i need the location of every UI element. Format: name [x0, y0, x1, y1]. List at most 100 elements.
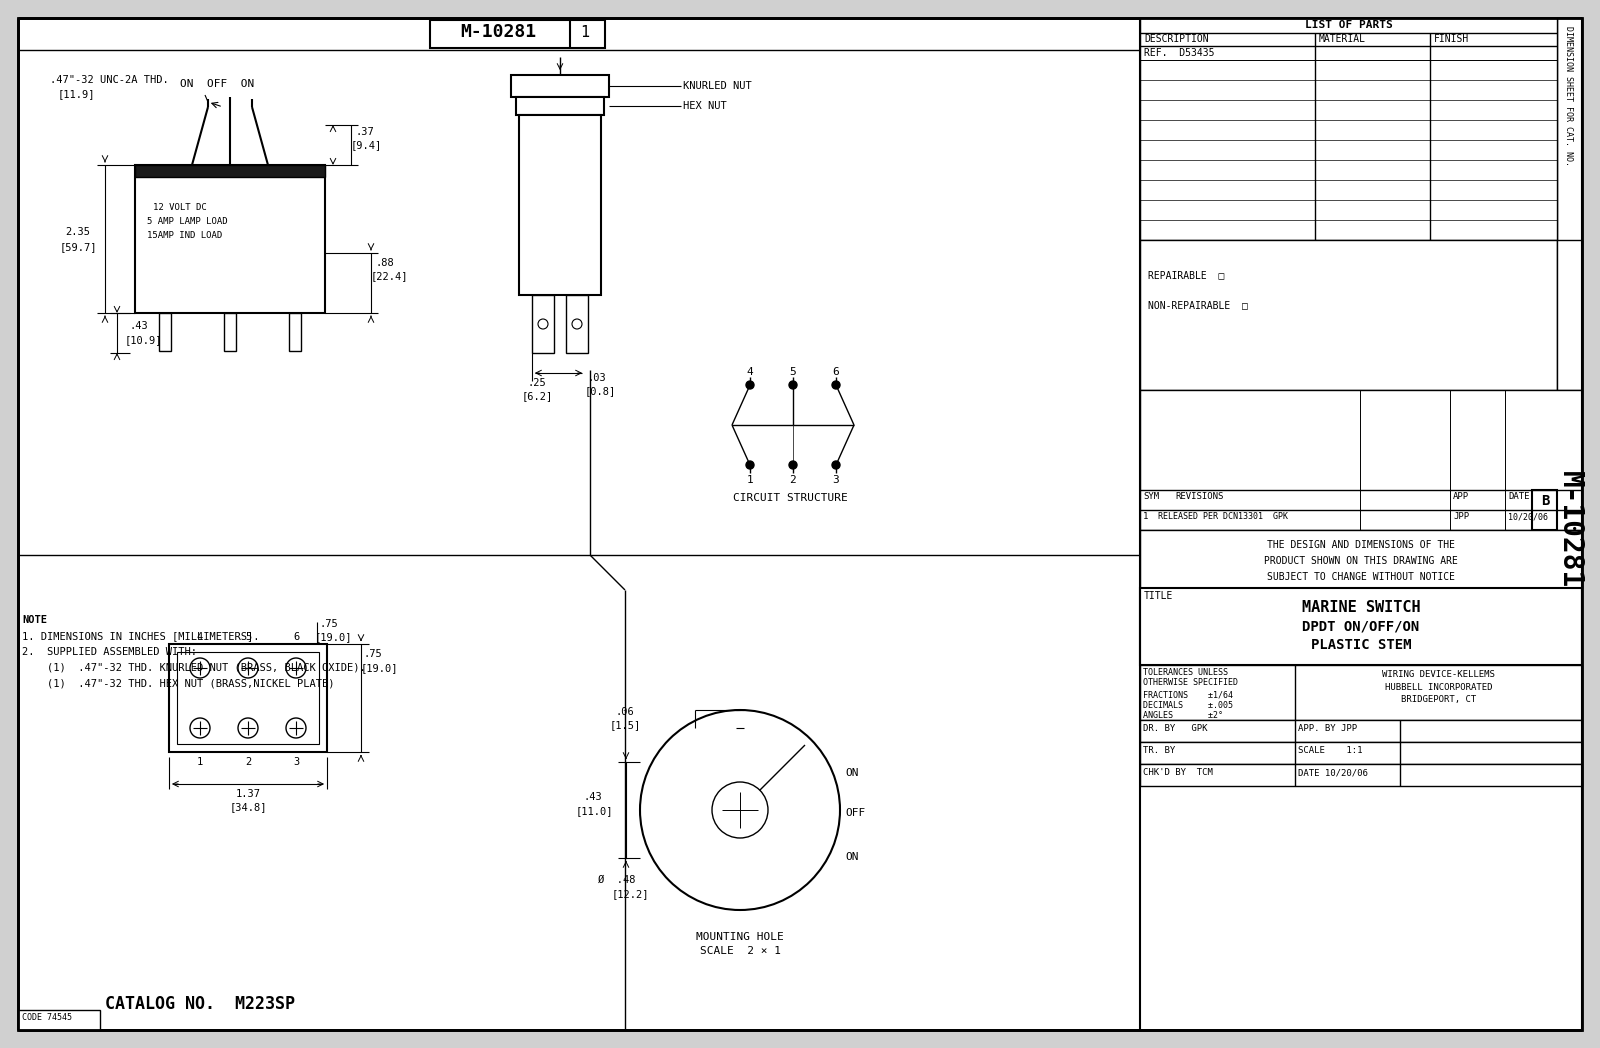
- Text: [22.4]: [22.4]: [371, 271, 408, 281]
- Text: ON: ON: [845, 768, 859, 778]
- Text: [12.2]: [12.2]: [611, 889, 650, 899]
- Text: DATE: DATE: [1507, 492, 1530, 501]
- Text: OFF: OFF: [845, 808, 866, 818]
- Bar: [170, 645, 326, 752]
- Text: NOTE: NOTE: [22, 615, 46, 625]
- Bar: [510, 75, 610, 97]
- Bar: [515, 97, 605, 115]
- Text: [9.4]: [9.4]: [350, 140, 382, 150]
- Text: RELEASED PER DCN13301  GPK: RELEASED PER DCN13301 GPK: [1158, 512, 1288, 521]
- Bar: [430, 20, 605, 48]
- Circle shape: [640, 709, 840, 910]
- Text: 1: 1: [581, 25, 589, 40]
- Text: ON: ON: [845, 852, 859, 863]
- Text: .06: .06: [614, 707, 634, 717]
- Text: BRIDGEPORT, CT: BRIDGEPORT, CT: [1402, 695, 1477, 704]
- Circle shape: [238, 658, 258, 678]
- Text: 2.35: 2.35: [66, 227, 90, 237]
- Text: 3: 3: [832, 475, 840, 485]
- Text: REPAIRABLE  □: REPAIRABLE □: [1149, 270, 1224, 280]
- Text: [34.8]: [34.8]: [229, 802, 267, 812]
- Text: HEX NUT: HEX NUT: [683, 101, 726, 111]
- Text: [19.0]: [19.0]: [315, 632, 352, 642]
- Text: APP. BY JPP: APP. BY JPP: [1298, 724, 1357, 733]
- Bar: [178, 652, 318, 744]
- Bar: [1139, 588, 1582, 665]
- Bar: [158, 313, 171, 351]
- Text: PRODUCT SHOWN ON THIS DRAWING ARE: PRODUCT SHOWN ON THIS DRAWING ARE: [1264, 556, 1458, 566]
- Bar: [518, 115, 602, 294]
- Text: .75: .75: [365, 649, 382, 659]
- Text: 6: 6: [293, 632, 299, 642]
- Text: JPP: JPP: [1453, 512, 1469, 521]
- Text: SUBJECT TO CHANGE WITHOUT NOTICE: SUBJECT TO CHANGE WITHOUT NOTICE: [1267, 572, 1454, 582]
- Text: [11.9]: [11.9]: [58, 89, 96, 99]
- Text: 10/20/06: 10/20/06: [1507, 512, 1549, 521]
- Bar: [224, 313, 237, 351]
- Text: [1.5]: [1.5]: [610, 720, 642, 730]
- Text: DESCRIPTION: DESCRIPTION: [1144, 34, 1208, 44]
- Text: Ø  .48: Ø .48: [598, 875, 635, 885]
- Text: FRACTIONS    ±1/64: FRACTIONS ±1/64: [1142, 691, 1234, 700]
- Bar: [1139, 240, 1557, 390]
- Text: [11.0]: [11.0]: [576, 806, 613, 816]
- Text: (1)  .47"-32 THD. KNURLED NUT (BRASS, BLACK OXIDE).: (1) .47"-32 THD. KNURLED NUT (BRASS, BLA…: [22, 663, 366, 673]
- Text: .43: .43: [582, 792, 602, 802]
- Bar: [1139, 720, 1582, 742]
- Text: 5: 5: [245, 632, 251, 642]
- Bar: [1139, 742, 1582, 764]
- Circle shape: [538, 319, 547, 329]
- Text: MARINE SWITCH: MARINE SWITCH: [1302, 601, 1421, 615]
- Circle shape: [238, 718, 258, 738]
- Text: LIST OF PARTS: LIST OF PARTS: [1304, 20, 1392, 30]
- Bar: [566, 294, 589, 353]
- Bar: [1533, 490, 1557, 530]
- Text: [19.0]: [19.0]: [362, 663, 398, 673]
- Text: .43: .43: [130, 321, 149, 331]
- Text: 1: 1: [1142, 512, 1149, 521]
- Text: M-10281: M-10281: [1555, 472, 1584, 589]
- Text: PLASTIC STEM: PLASTIC STEM: [1310, 638, 1411, 652]
- Text: 3: 3: [293, 757, 299, 767]
- Text: CODE 74545: CODE 74545: [22, 1013, 72, 1022]
- Text: CATALOG NO.  M223SP: CATALOG NO. M223SP: [106, 995, 294, 1013]
- Text: .25: .25: [526, 378, 546, 388]
- Text: 6: 6: [832, 367, 840, 377]
- Text: DPDT ON/OFF/ON: DPDT ON/OFF/ON: [1302, 620, 1419, 634]
- Text: SYM: SYM: [1142, 492, 1158, 501]
- Text: 5: 5: [790, 367, 797, 377]
- Text: [0.8]: [0.8]: [586, 386, 616, 396]
- Text: [59.7]: [59.7]: [61, 242, 98, 252]
- Text: ANGLES       ±2°: ANGLES ±2°: [1142, 711, 1222, 720]
- Text: B: B: [1541, 494, 1549, 508]
- Text: TITLE: TITLE: [1144, 591, 1173, 601]
- Bar: [134, 165, 325, 313]
- Circle shape: [789, 381, 797, 389]
- Text: .37: .37: [355, 127, 374, 137]
- Circle shape: [746, 461, 754, 470]
- Circle shape: [573, 319, 582, 329]
- Bar: [1139, 764, 1582, 786]
- Bar: [290, 313, 301, 351]
- Text: 2: 2: [245, 757, 251, 767]
- Bar: [134, 165, 325, 177]
- Text: 2: 2: [790, 475, 797, 485]
- Text: 1: 1: [197, 757, 203, 767]
- Text: FINISH: FINISH: [1434, 34, 1469, 44]
- Circle shape: [190, 718, 210, 738]
- Circle shape: [286, 658, 306, 678]
- Text: DATE 10/20/06: DATE 10/20/06: [1298, 768, 1368, 777]
- Bar: [1139, 530, 1582, 588]
- Text: THE DESIGN AND DIMENSIONS OF THE: THE DESIGN AND DIMENSIONS OF THE: [1267, 540, 1454, 550]
- Text: MOUNTING HOLE: MOUNTING HOLE: [696, 932, 784, 942]
- Text: MATERIAL: MATERIAL: [1318, 34, 1366, 44]
- Circle shape: [789, 461, 797, 470]
- Bar: [18, 1010, 99, 1030]
- Text: 1.37: 1.37: [235, 789, 261, 799]
- Text: SCALE  2 × 1: SCALE 2 × 1: [699, 946, 781, 956]
- Circle shape: [286, 718, 306, 738]
- Text: SCALE    1:1: SCALE 1:1: [1298, 746, 1363, 755]
- Text: WIRING DEVICE-KELLEMS: WIRING DEVICE-KELLEMS: [1382, 670, 1494, 679]
- Text: NON-REPAIRABLE  □: NON-REPAIRABLE □: [1149, 300, 1248, 310]
- Text: 1. DIMENSIONS IN INCHES [MILLIMETERS].: 1. DIMENSIONS IN INCHES [MILLIMETERS].: [22, 631, 259, 641]
